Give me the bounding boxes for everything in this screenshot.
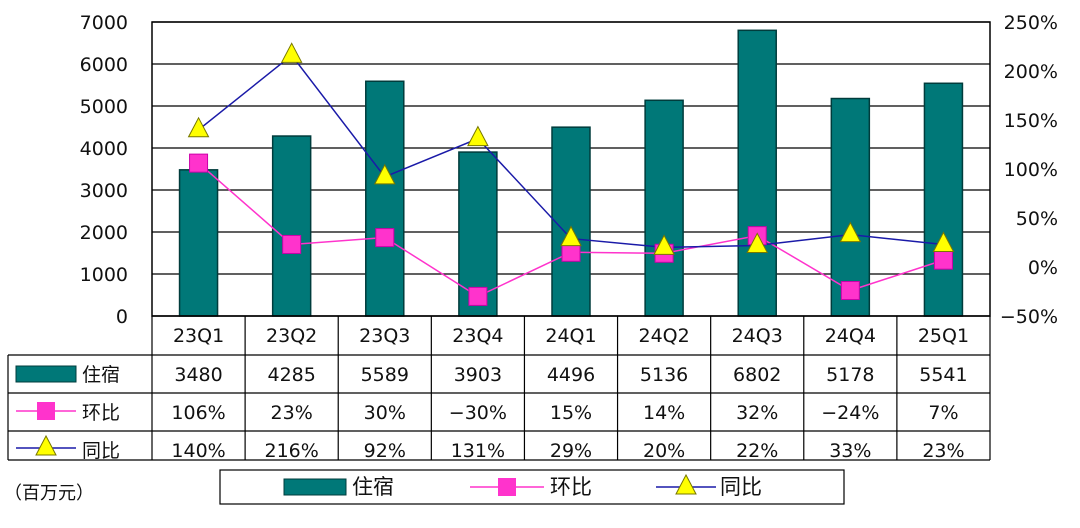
line-series — [187, 42, 955, 306]
y2-tick-label: 150% — [1004, 110, 1058, 132]
table-value: 20% — [643, 440, 685, 462]
bar — [365, 80, 405, 317]
table-value: 4496 — [547, 364, 595, 386]
y2-tick-label: 50% — [1016, 208, 1058, 230]
y2-tick-label: −50% — [1000, 306, 1058, 328]
triangle-marker — [560, 225, 582, 247]
table-value: 5589 — [361, 364, 409, 386]
table-value: 131% — [451, 440, 505, 462]
square-marker — [375, 228, 395, 248]
category-label: 23Q4 — [452, 325, 503, 347]
y-tick-label: 1000 — [80, 264, 128, 286]
table-value: 5178 — [826, 364, 874, 386]
category-label: 24Q3 — [732, 325, 783, 347]
triangle-marker — [467, 125, 489, 147]
table-value: −30% — [449, 402, 507, 424]
bar — [830, 97, 871, 317]
table-value: 106% — [171, 402, 225, 424]
table-value: 3903 — [454, 364, 502, 386]
legend-key-square — [498, 478, 516, 496]
unit-note: （百万元） — [4, 483, 94, 504]
row-header: 环比 — [82, 402, 120, 424]
y-tick-label: 3000 — [80, 180, 128, 202]
table-value: 30% — [364, 402, 406, 424]
category-label: 24Q1 — [545, 325, 596, 347]
square-marker — [282, 234, 302, 254]
table-value: 23% — [271, 402, 313, 424]
y2-tick-label: 200% — [1004, 61, 1058, 83]
square-marker — [840, 281, 860, 301]
table-value: 140% — [171, 440, 225, 462]
square-marker — [933, 250, 953, 270]
table-value: 5541 — [919, 364, 967, 386]
category-label: 23Q1 — [173, 325, 224, 347]
left-axis-ticks: 0 1000 2000 3000 4000 5000 6000 7000 — [80, 12, 128, 328]
legend-label: 同比 — [720, 475, 762, 499]
table-value: 216% — [265, 440, 319, 462]
bar — [644, 99, 684, 317]
legend-key-bar — [15, 365, 77, 383]
y2-tick-label: 100% — [1004, 159, 1058, 181]
table-value: 29% — [550, 440, 592, 462]
table-value: 5136 — [640, 364, 688, 386]
legend-key-square — [37, 402, 55, 420]
table-value: 4285 — [267, 364, 315, 386]
legend-key-triangle — [35, 434, 57, 456]
category-label: 23Q3 — [359, 325, 410, 347]
table-value: 33% — [829, 440, 871, 462]
y2-tick-label: 0% — [1028, 257, 1058, 279]
table-value: 14% — [643, 402, 685, 424]
table-value: 92% — [364, 440, 406, 462]
legend-label: 环比 — [550, 475, 592, 499]
legend-label: 住宿 — [352, 475, 394, 499]
triangle-marker — [839, 221, 862, 243]
bar — [923, 82, 964, 317]
table-value: 6802 — [733, 364, 781, 386]
table-value: 22% — [736, 440, 778, 462]
triangle-marker — [653, 234, 675, 255]
legend-box — [219, 469, 845, 505]
bar — [551, 126, 591, 317]
triangle-marker — [280, 42, 303, 63]
table-value: 3480 — [174, 364, 222, 386]
bar — [178, 169, 219, 317]
triangle-marker — [187, 116, 210, 138]
category-label: 24Q2 — [638, 325, 689, 347]
bar — [737, 29, 777, 317]
table-value: 32% — [736, 402, 778, 424]
triangle-marker — [932, 231, 955, 252]
category-label: 23Q2 — [266, 325, 317, 347]
square-marker — [189, 153, 209, 173]
y-tick-label: 4000 — [80, 138, 128, 160]
triangle-marker — [373, 163, 396, 185]
y-tick-label: 2000 — [80, 222, 128, 244]
y-tick-label: 0 — [116, 306, 128, 328]
legend-key-bar — [283, 478, 347, 496]
table-value: −24% — [821, 402, 879, 424]
category-label: 24Q4 — [825, 325, 876, 347]
right-axis-ticks: −50% 0% 50% 100% 150% 200% 250% — [1000, 12, 1058, 328]
bar — [271, 135, 312, 317]
y-tick-label: 7000 — [80, 12, 128, 34]
y-tick-label: 5000 — [80, 96, 128, 118]
row-header: 住宿 — [82, 364, 120, 386]
table-value: 23% — [922, 440, 964, 462]
legend: 住宿 环比 同比 — [219, 469, 845, 505]
category-label: 25Q1 — [918, 325, 969, 347]
square-marker — [468, 286, 488, 306]
data-table: 23Q1 23Q2 23Q3 23Q4 24Q1 24Q2 24Q3 24Q4 25Q1 住宿环比… — [7, 315, 991, 462]
legend-key-triangle — [675, 473, 697, 495]
triangle-marker — [746, 232, 769, 253]
y2-tick-label: 250% — [1004, 12, 1058, 34]
table-value: 15% — [550, 402, 592, 424]
y-tick-label: 6000 — [80, 54, 128, 76]
table-value: 7% — [928, 402, 958, 424]
row-header: 同比 — [82, 440, 120, 462]
